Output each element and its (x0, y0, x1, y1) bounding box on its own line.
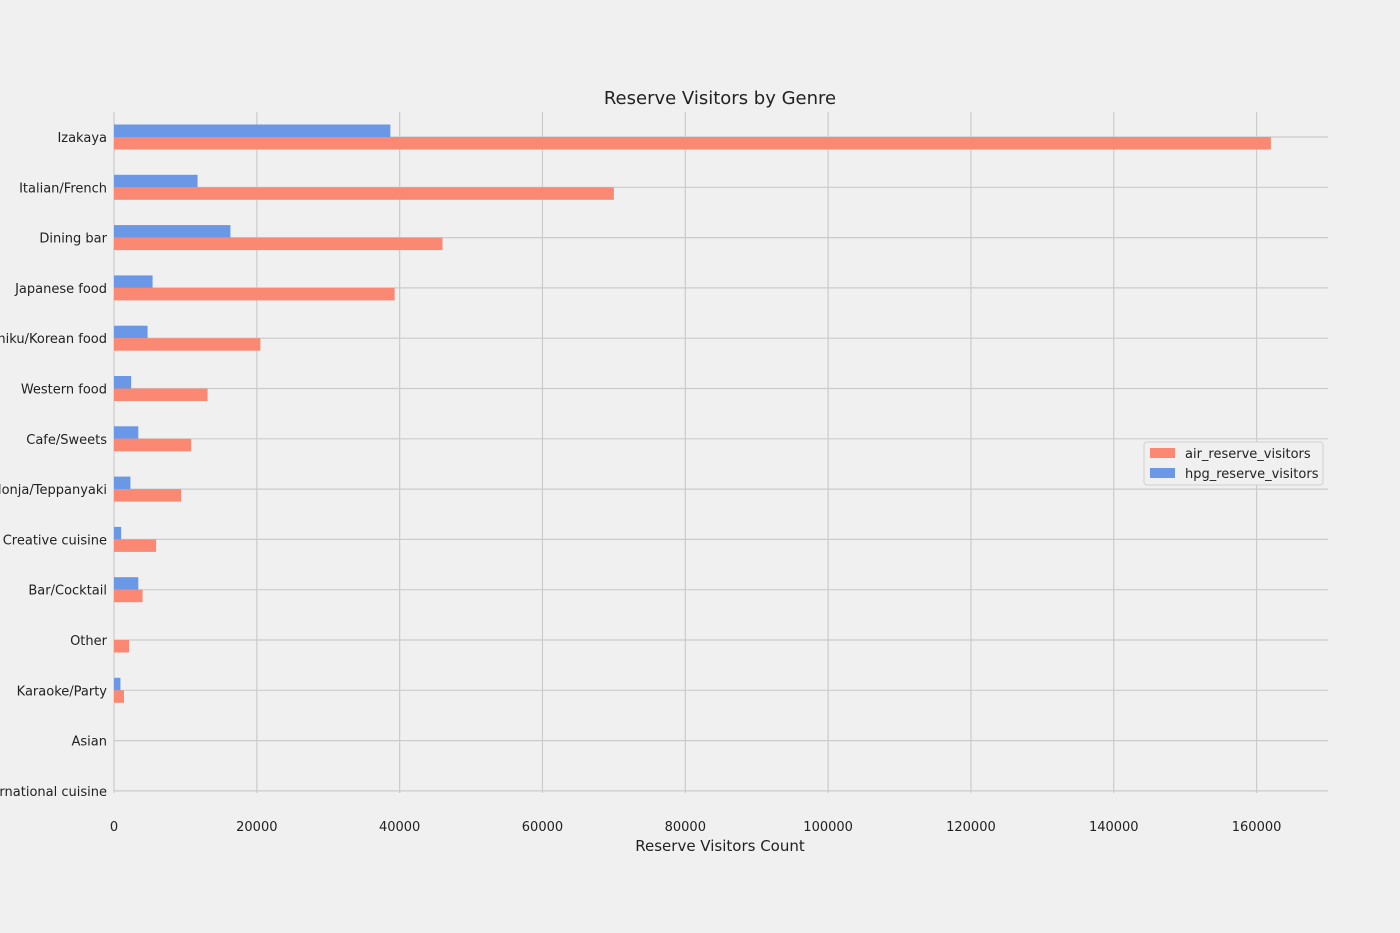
x-tick-label: 100000 (803, 820, 853, 835)
bar-air (114, 438, 192, 452)
bar-hpg (114, 426, 139, 439)
chart-title: Reserve Visitors by Genre (604, 88, 836, 109)
x-tick-label: 80000 (665, 820, 706, 835)
bar-air (114, 640, 129, 653)
bar-air (114, 539, 157, 552)
bar-air (114, 388, 208, 401)
category-label: Dining bar (39, 232, 107, 247)
category-label: Izakaya (57, 131, 107, 146)
bar-hpg (114, 275, 153, 288)
category-label: Western food (21, 383, 107, 398)
category-label: International cuisine (0, 785, 107, 800)
bar-air (114, 287, 395, 301)
bar-air (114, 237, 443, 251)
bar-air (114, 137, 1271, 150)
x-tick-label: 40000 (379, 820, 420, 835)
bar-hpg (114, 526, 122, 540)
category-labels: Izakaya Italian/French Dining bar Japanese … (0, 131, 108, 800)
category-label: Other (70, 634, 108, 649)
bar-hpg (114, 325, 148, 339)
bar-hpg (114, 476, 131, 490)
bar-air (114, 589, 143, 603)
x-tick-labels: 0 20000 40000 60000 80000 100000 120000 140000 1… (110, 820, 1282, 835)
x-tick-label: 140000 (1089, 820, 1139, 835)
legend-label: air_reserve_visitors (1185, 447, 1311, 462)
bar-air (114, 690, 124, 703)
category-label: Creative cuisine (3, 533, 107, 548)
bar-air (114, 187, 614, 200)
category-label: Japanese food (14, 282, 107, 297)
category-label: Karaoke/Party (17, 684, 108, 699)
legend: air_reserve_visitors hpg_reserve_visitors (1143, 441, 1324, 486)
bars (114, 124, 1271, 703)
x-tick-label: 120000 (946, 820, 996, 835)
x-tick-label: 20000 (236, 820, 277, 835)
bar-hpg (114, 376, 132, 389)
bar-hpg (114, 677, 121, 691)
legend-label: hpg_reserve_visitors (1185, 467, 1319, 482)
category-label: Okonomiyaki/Monja/Teppanyaki (0, 483, 107, 498)
bar-hpg (114, 124, 391, 137)
x-tick-label: 160000 (1232, 820, 1282, 835)
x-tick-label: 0 (110, 820, 118, 835)
bar-hpg (114, 577, 139, 590)
category-label: Bar/Cocktail (28, 584, 107, 599)
legend-swatch (1150, 448, 1175, 458)
category-label: Asian (72, 735, 107, 750)
category-label: Yakiniku/Korean food (0, 332, 107, 347)
legend-swatch (1150, 468, 1175, 478)
bar-air (114, 338, 261, 351)
bar-hpg (114, 174, 198, 188)
bar-hpg (114, 225, 231, 238)
category-label: Italian/French (19, 181, 107, 196)
x-axis-label: Reserve Visitors Count (635, 837, 805, 855)
bar-air (114, 489, 182, 502)
category-label: Cafe/Sweets (26, 433, 107, 448)
x-tick-label: 60000 (522, 820, 563, 835)
legend-box (1143, 441, 1324, 486)
